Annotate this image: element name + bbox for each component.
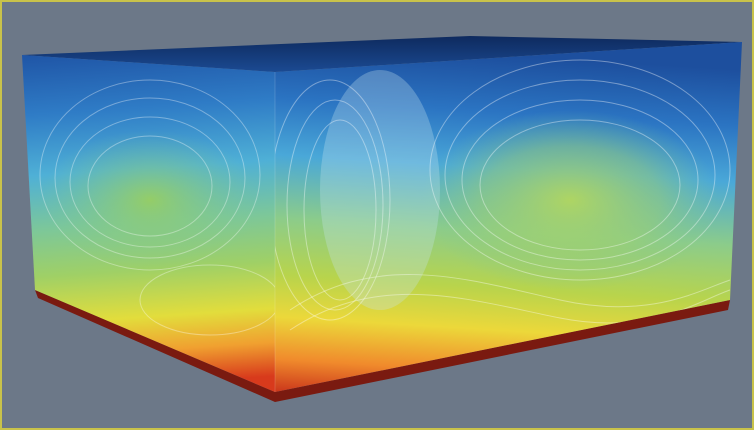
visualization — [0, 0, 754, 430]
right-blob — [420, 110, 720, 290]
upwelling — [320, 70, 440, 310]
page — [0, 0, 754, 430]
